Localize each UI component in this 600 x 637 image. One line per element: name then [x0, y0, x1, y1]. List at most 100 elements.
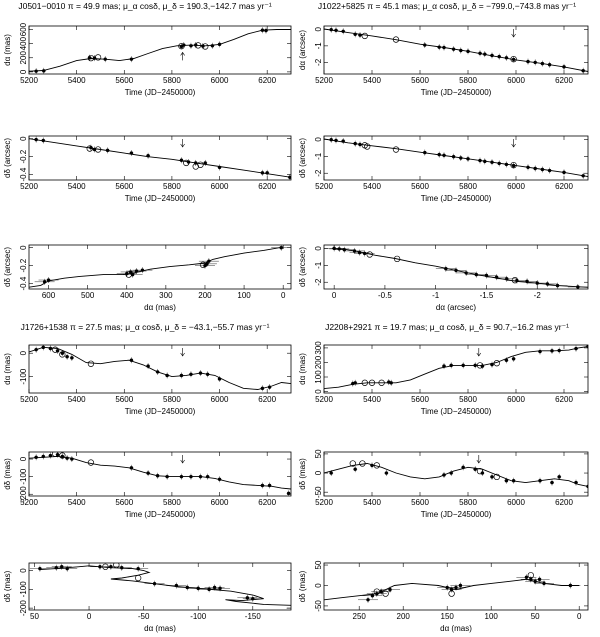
- data-point: [550, 480, 554, 485]
- data-point: [70, 457, 74, 461]
- model-curve: [29, 455, 291, 490]
- data-point: [185, 585, 189, 590]
- panel-c2: 5200 5400 5600 5800 6000 6200 0 -100-200 Time (J…: [3, 451, 292, 519]
- y-tick-label: -0.2: [19, 149, 28, 163]
- x-tick-label: 5600: [411, 498, 429, 507]
- x-tick-label: -150: [245, 612, 262, 621]
- data-point: [562, 170, 566, 175]
- epoch-arrow: [511, 139, 516, 148]
- data-point: [217, 377, 222, 381]
- y-tick-label: 300: [314, 341, 323, 355]
- data-point: [581, 68, 585, 73]
- data-point: [557, 475, 561, 479]
- x-tick-label: 5600: [411, 395, 429, 404]
- data-point: [459, 48, 463, 53]
- data-point: [389, 381, 393, 385]
- data-point: [497, 54, 501, 59]
- x-axis-label: dα (mas): [144, 303, 176, 312]
- x-tick-label: 5200: [20, 395, 38, 404]
- data-point: [466, 49, 470, 54]
- open-data-point: [510, 161, 517, 169]
- y-tick-label: 0: [19, 568, 28, 573]
- data-point: [484, 273, 489, 278]
- data-point: [65, 566, 69, 571]
- open-data-point: [94, 146, 102, 153]
- data-point: [334, 138, 338, 143]
- data-point: [60, 351, 65, 355]
- data-point: [217, 165, 222, 170]
- x-tick-label: 5400: [68, 76, 86, 85]
- data-point: [334, 28, 338, 33]
- data-point: [140, 268, 145, 272]
- data-point: [353, 141, 357, 146]
- data-point: [478, 158, 482, 163]
- data-point: [461, 363, 465, 368]
- data-point: [179, 158, 184, 162]
- plot-frame: [28, 25, 292, 75]
- open-data-point: [178, 42, 185, 50]
- open-data-point: [52, 346, 59, 353]
- data-point: [260, 483, 265, 488]
- plot-area: [324, 572, 581, 603]
- data-point: [449, 363, 453, 368]
- open-data-point: [113, 563, 120, 569]
- panel-b3: 0 -0.5 -1 -1.5 -2 0 -1 -2 dα (arcsec) dδ (arcsec): [298, 244, 589, 312]
- plot-area: [29, 27, 291, 74]
- x-tick-label: 5400: [68, 395, 86, 404]
- y-tick-label: 0: [19, 456, 28, 461]
- x-tick-label: 6000: [507, 498, 525, 507]
- y-tick-label: 50: [314, 560, 323, 569]
- data-point: [129, 57, 134, 61]
- data-point: [511, 57, 516, 62]
- data-point: [105, 148, 110, 153]
- data-point: [358, 33, 362, 37]
- y-tick-label: -0.4: [19, 167, 28, 181]
- data-point: [196, 586, 200, 591]
- panel-title: J0501−0010 π = 49.9 mas; μ_α cosδ, μ_δ =…: [18, 1, 271, 11]
- data-point: [538, 349, 542, 354]
- data-point: [473, 467, 477, 471]
- data-point: [329, 27, 333, 32]
- data-point: [574, 480, 578, 485]
- x-tick-label: -1: [432, 291, 440, 300]
- x-tick-label: 6200: [555, 76, 573, 85]
- x-tick-label: 5600: [115, 395, 133, 404]
- data-point: [375, 591, 379, 596]
- data-point: [205, 474, 210, 479]
- x-tick-label: 300: [159, 291, 173, 300]
- y-tick-label: 0: [19, 136, 28, 141]
- data-point: [538, 478, 542, 483]
- y-axis-label: dδ (mas): [3, 570, 12, 602]
- model-curve: [29, 29, 291, 72]
- epoch-arrow: [476, 455, 482, 464]
- data-point: [511, 163, 516, 168]
- x-tick-label: 5400: [68, 498, 86, 507]
- x-tick-label: 5200: [20, 498, 38, 507]
- x-axis-label: Time (JD−2450000): [421, 510, 492, 519]
- x-tick-label: 5800: [163, 76, 181, 85]
- data-point: [155, 474, 160, 478]
- open-data-point: [527, 572, 534, 579]
- open-data-point: [86, 145, 93, 152]
- x-tick-label: 6000: [211, 76, 229, 85]
- data-point: [189, 474, 193, 479]
- y-axis-label: dδ (mas): [3, 458, 12, 490]
- epoch-arrow: [180, 139, 185, 148]
- epoch-arrow: [180, 455, 185, 464]
- x-tick-label: 5200: [315, 395, 333, 404]
- data-point: [341, 139, 345, 143]
- data-point: [129, 151, 134, 155]
- x-tick-label: 50: [30, 612, 39, 621]
- data-point: [189, 44, 193, 48]
- data-point: [98, 565, 102, 569]
- data-point: [134, 269, 139, 273]
- data-point: [490, 53, 494, 58]
- x-axis-label: Time (JD−2450000): [125, 510, 196, 519]
- data-point: [504, 358, 509, 362]
- panel-a2: 5200 5400 5600 5800 6000 6200 0 -0.2 -0.4 Time (J…: [3, 135, 292, 203]
- x-tick-label: 250: [353, 612, 367, 621]
- model-curve: [324, 346, 588, 390]
- data-point: [545, 282, 550, 286]
- data-point: [54, 566, 58, 570]
- data-point: [146, 154, 150, 158]
